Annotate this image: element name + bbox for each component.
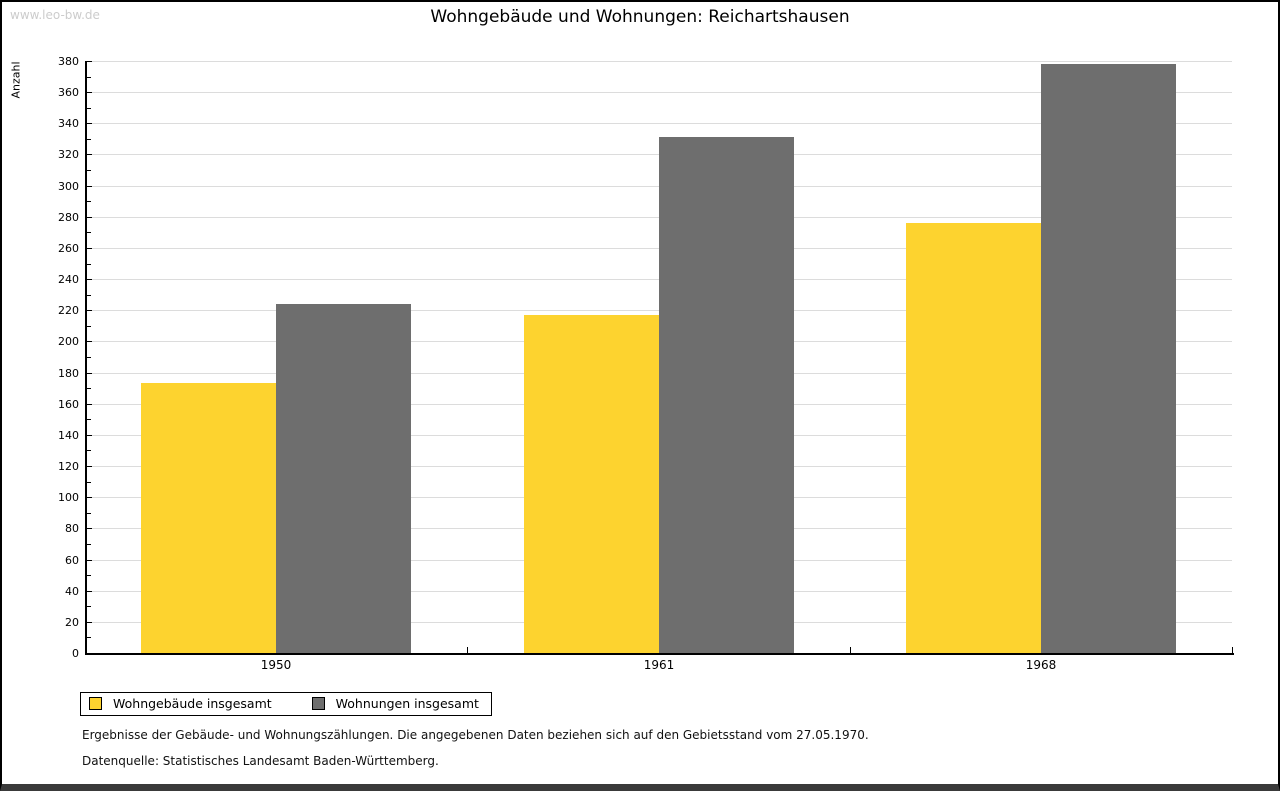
y-minor-tick <box>87 357 91 358</box>
y-tick-label: 360 <box>58 86 79 99</box>
y-tick-label: 80 <box>65 522 79 535</box>
y-minor-tick <box>87 170 91 171</box>
legend-swatch-gray-icon <box>311 697 325 710</box>
y-tick-label: 140 <box>58 429 79 442</box>
y-minor-tick <box>87 77 91 78</box>
y-tick-label: 280 <box>58 211 79 224</box>
y-minor-tick <box>87 139 91 140</box>
y-major-tick <box>87 248 92 249</box>
y-major-tick <box>87 497 92 498</box>
y-minor-tick <box>87 201 91 202</box>
y-major-tick <box>87 435 92 436</box>
bar-wohnungen-1961 <box>659 137 794 653</box>
legend-box: Wohngebäude insgesamt Wohnungen insgesam… <box>80 692 492 716</box>
legend-item-wohngebaeude: Wohngebäude insgesamt <box>89 696 272 711</box>
y-minor-tick <box>87 326 91 327</box>
y-major-tick <box>87 591 92 592</box>
y-major-tick <box>87 217 92 218</box>
y-major-tick <box>87 186 92 187</box>
y-minor-tick <box>87 108 91 109</box>
chart-title: Wohngebäude und Wohnungen: Reichartshaus… <box>430 7 850 27</box>
y-tick-label: 100 <box>58 491 79 504</box>
y-minor-tick <box>87 388 91 389</box>
y-minor-tick <box>87 264 91 265</box>
watermark-link[interactable]: www.leo-bw.de <box>10 8 100 22</box>
legend-swatch-yellow-icon <box>89 697 102 710</box>
y-major-tick <box>87 154 92 155</box>
y-major-tick <box>87 622 92 623</box>
y-major-tick <box>87 560 92 561</box>
y-tick-label: 40 <box>65 585 79 598</box>
y-minor-tick <box>87 637 91 638</box>
y-major-tick <box>87 373 92 374</box>
y-tick-label: 300 <box>58 180 79 193</box>
y-tick-label: 380 <box>58 55 79 68</box>
y-axis-line <box>85 61 87 655</box>
y-minor-tick <box>87 606 91 607</box>
y-tick-label: 20 <box>65 616 79 629</box>
bar-wohnungen-1968 <box>1041 64 1176 653</box>
y-tick-label: 60 <box>65 554 79 567</box>
bar-wohngebäude-1968 <box>906 223 1041 653</box>
y-major-tick <box>87 404 92 405</box>
y-major-tick <box>87 123 92 124</box>
y-minor-tick <box>87 575 91 576</box>
y-tick-label: 240 <box>58 273 79 286</box>
y-minor-tick <box>87 419 91 420</box>
x-tick-label: 1961 <box>643 658 675 672</box>
y-major-tick <box>87 341 92 342</box>
legend-label: Wohnungen insgesamt <box>335 696 479 711</box>
y-minor-tick <box>87 232 91 233</box>
y-tick-label: 180 <box>58 367 79 380</box>
y-major-tick <box>87 92 92 93</box>
x-tick-label: 1968 <box>1025 658 1057 672</box>
y-axis-title: Anzahl <box>9 61 23 99</box>
y-gridline <box>87 61 1232 62</box>
y-major-tick <box>87 61 92 62</box>
y-minor-tick <box>87 544 91 545</box>
y-major-tick <box>87 528 92 529</box>
y-gridline <box>87 92 1232 93</box>
x-boundary-tick <box>467 647 468 653</box>
y-tick-label: 200 <box>58 335 79 348</box>
legend-label: Wohngebäude insgesamt <box>113 696 272 711</box>
legend-item-wohnungen: Wohnungen insgesamt <box>311 696 479 711</box>
x-tick-label: 1950 <box>260 658 292 672</box>
y-tick-label: 260 <box>58 242 79 255</box>
x-boundary-tick <box>1232 647 1233 653</box>
y-tick-label: 320 <box>58 148 79 161</box>
y-minor-tick <box>87 482 91 483</box>
y-tick-label: 160 <box>58 398 79 411</box>
bar-wohngebäude-1950 <box>141 383 276 653</box>
y-minor-tick <box>87 513 91 514</box>
y-minor-tick <box>87 450 91 451</box>
x-boundary-tick <box>850 647 851 653</box>
bar-wohngebäude-1961 <box>524 315 659 653</box>
y-major-tick <box>87 279 92 280</box>
bar-wohnungen-1950 <box>276 304 411 653</box>
x-axis-line <box>85 653 1234 655</box>
y-gridline <box>87 123 1232 124</box>
y-tick-label: 220 <box>58 304 79 317</box>
y-minor-tick <box>87 295 91 296</box>
y-tick-label: 0 <box>72 647 79 660</box>
footnote-gebietsstand: Ergebnisse der Gebäude- und Wohnungszähl… <box>82 728 869 742</box>
y-tick-label: 120 <box>58 460 79 473</box>
y-major-tick <box>87 466 92 467</box>
y-tick-label: 340 <box>58 117 79 130</box>
y-major-tick <box>87 310 92 311</box>
footnote-datenquelle: Datenquelle: Statistisches Landesamt Bad… <box>82 754 439 768</box>
